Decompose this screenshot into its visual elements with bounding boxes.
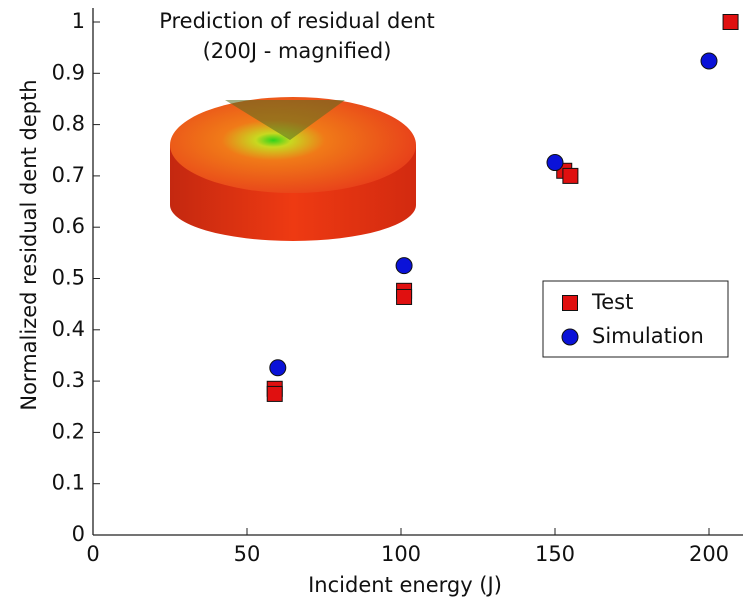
y-tick-label: 0 — [72, 522, 85, 546]
y-axis-label: Normalized residual dent depth — [17, 79, 41, 410]
test-point — [266, 385, 283, 402]
x-tick-label: 50 — [234, 542, 261, 566]
legend-marker — [561, 328, 579, 346]
test-point — [562, 167, 579, 184]
y-tick-label: 0.8 — [52, 112, 85, 136]
x-axis-label: Incident energy (J) — [308, 573, 502, 597]
dent-inset — [170, 97, 416, 241]
x-tick-label: 0 — [86, 542, 99, 566]
simulation-point — [700, 52, 718, 70]
simulation-point — [395, 257, 413, 275]
simulation-point — [546, 154, 564, 172]
y-tick-label: 0.9 — [52, 60, 85, 84]
y-tick-label: 0.7 — [52, 163, 85, 187]
y-tick-label: 1 — [72, 9, 85, 33]
y-tick-label: 0.3 — [52, 368, 85, 392]
y-tick-label: 0.5 — [52, 266, 85, 290]
x-tick-label: 100 — [381, 542, 421, 566]
annotation: Prediction of residual dent — [159, 9, 435, 33]
simulation-point — [269, 359, 287, 377]
y-tick-label: 0.2 — [52, 419, 85, 443]
y-tick-label: 0.6 — [52, 214, 85, 238]
test-point — [722, 14, 739, 30]
x-tick-label: 150 — [535, 542, 575, 566]
x-tick-label: 200 — [689, 542, 729, 566]
y-tick-label: 0.1 — [52, 471, 85, 495]
y-tick-label: 0.4 — [52, 317, 85, 341]
test-point — [396, 288, 413, 305]
legend-label: Test — [591, 290, 633, 314]
legend-marker — [562, 295, 578, 311]
annotation: (200J - magnified) — [203, 39, 392, 63]
legend-label: Simulation — [592, 324, 704, 348]
